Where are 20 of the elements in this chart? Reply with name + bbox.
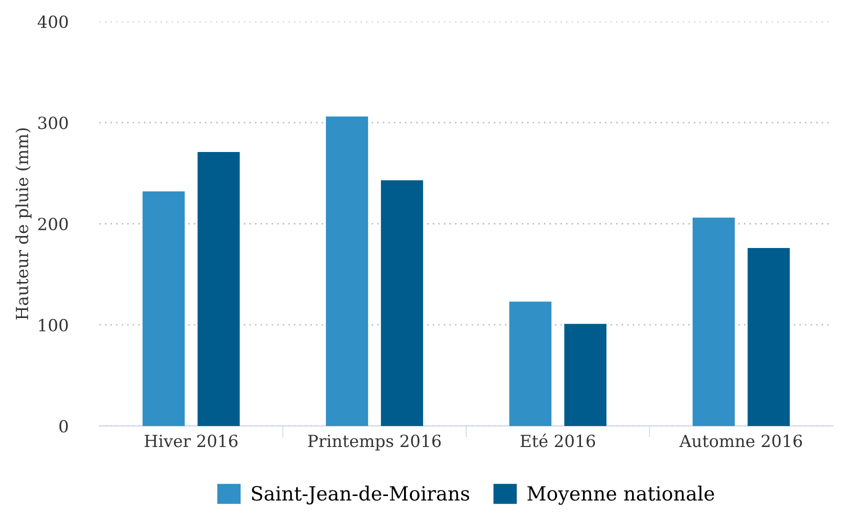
legend-label: Saint-Jean-de-Moirans: [252, 486, 470, 505]
legend-label: Moyenne nationale: [527, 486, 714, 505]
bar: [326, 116, 368, 426]
y-tick-label: 400: [38, 15, 68, 28]
x-tick-label: Printemps 2016: [308, 434, 441, 450]
x-tick-label: Automne 2016: [679, 434, 802, 448]
bar: [564, 324, 606, 426]
x-tick-label: Hiver 2016: [144, 434, 238, 448]
y-tick-label: 300: [38, 116, 68, 130]
bar: [509, 302, 552, 426]
y-axis-title: Hauteur de pluie (mm): [15, 128, 32, 320]
y-tick-label: 0: [59, 420, 68, 433]
bar: [380, 180, 424, 426]
bar: [142, 191, 185, 426]
bar: [198, 152, 240, 426]
bar: [748, 248, 790, 426]
y-tick-label: 200: [38, 218, 68, 230]
bar: [692, 218, 735, 426]
y-tick-label: 100: [39, 318, 68, 332]
x-tick-label: Eté 2016: [520, 434, 596, 448]
